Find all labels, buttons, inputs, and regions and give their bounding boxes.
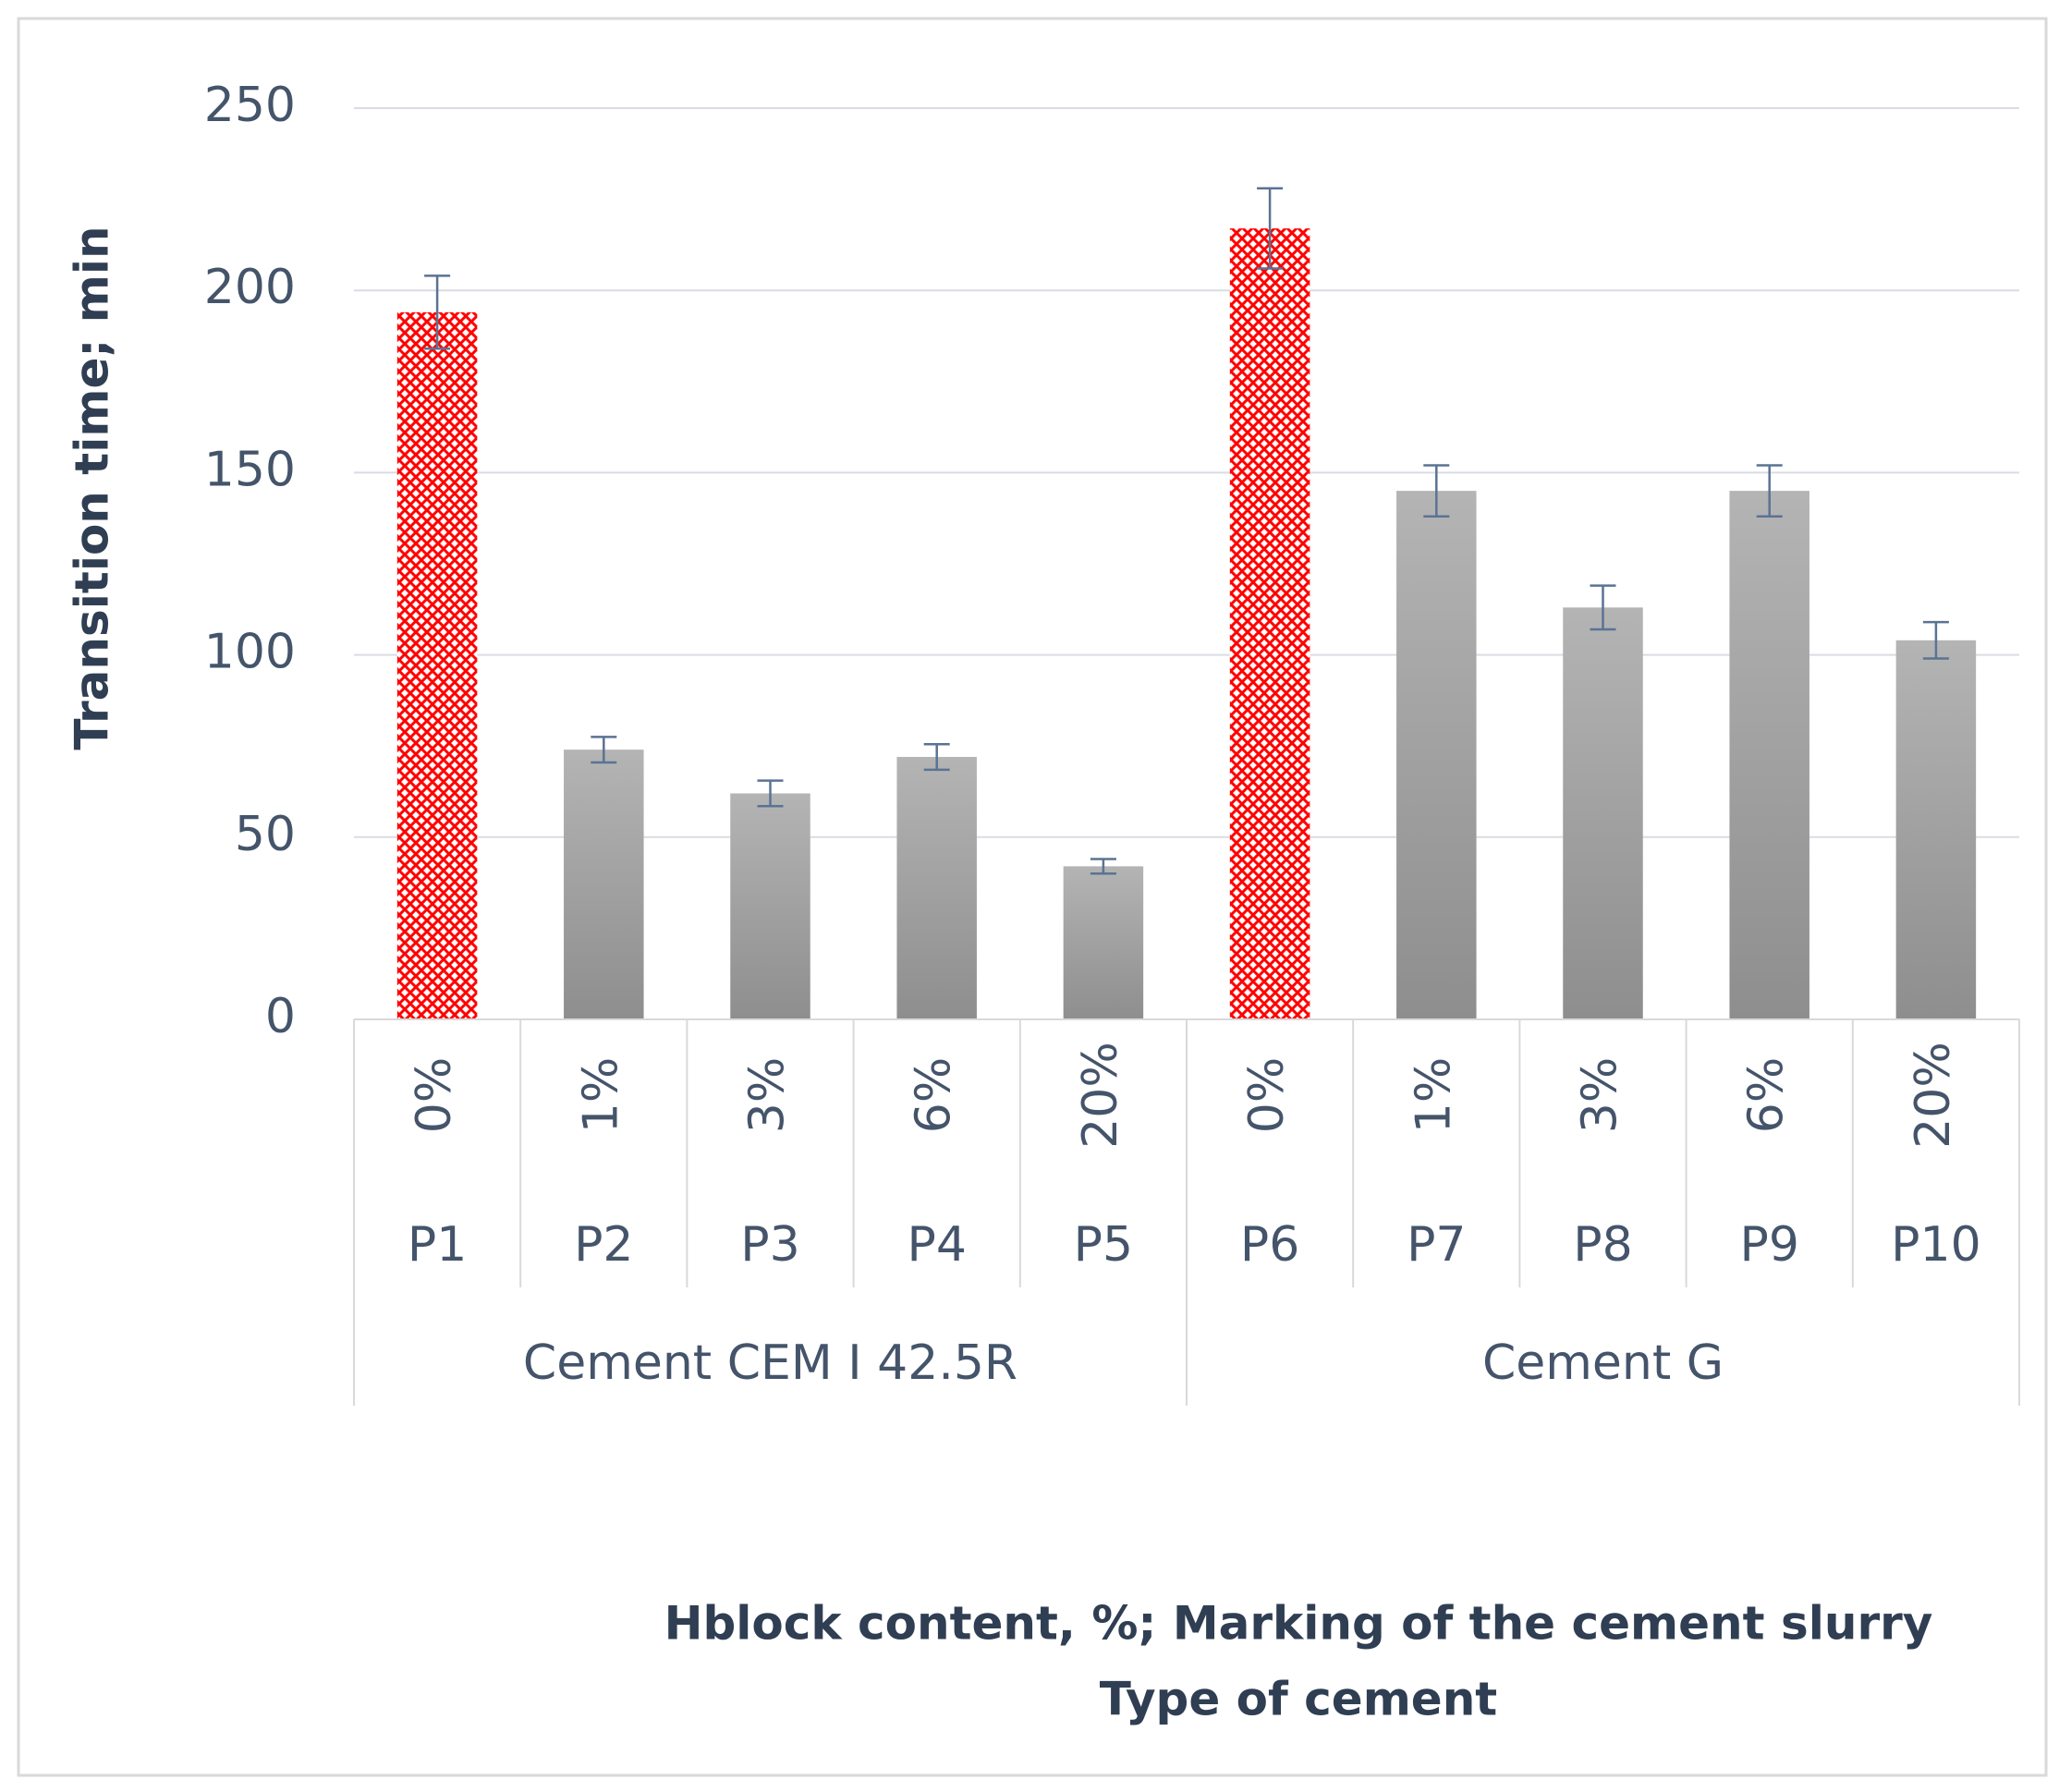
percent-label: 6% xyxy=(1739,1057,1795,1134)
percent-label: 20% xyxy=(1906,1042,1961,1149)
bar xyxy=(396,311,478,1019)
bar xyxy=(1229,228,1310,1020)
bar xyxy=(1063,866,1144,1019)
percent-label: 6% xyxy=(907,1057,962,1134)
percent-label: 1% xyxy=(573,1057,628,1134)
bar xyxy=(1563,607,1643,1019)
percent-label: 1% xyxy=(1406,1057,1461,1134)
error-bar xyxy=(1090,858,1116,875)
x-axis-title-2: Type of cement xyxy=(1100,1673,1497,1726)
percent-label: 20% xyxy=(1073,1042,1128,1149)
error-bar xyxy=(591,736,617,764)
x-tick-label: P1 xyxy=(408,1217,467,1273)
group-label: Cement CEM I 42.5R xyxy=(523,1335,1017,1391)
error-bar xyxy=(1756,464,1783,518)
error-bar xyxy=(757,779,784,808)
x-tick-label: P4 xyxy=(907,1217,966,1273)
y-axis-title: Transition time; min xyxy=(66,226,119,750)
y-tick-label: 100 xyxy=(204,625,296,680)
y-tick-label: 200 xyxy=(204,260,296,315)
bar xyxy=(1729,491,1809,1019)
x-tick-label: P2 xyxy=(574,1217,633,1273)
bar xyxy=(730,793,810,1019)
x-tick-label: P10 xyxy=(1891,1217,1981,1273)
error-bar xyxy=(1590,584,1616,631)
y-tick-label: 50 xyxy=(235,807,296,862)
y-tick-label: 150 xyxy=(204,442,296,497)
x-tick-label: P5 xyxy=(1074,1217,1133,1273)
x-tick-label: P8 xyxy=(1573,1217,1632,1273)
x-tick-label: P9 xyxy=(1739,1217,1798,1273)
x-tick-label: P3 xyxy=(740,1217,799,1273)
group-label: Cement G xyxy=(1482,1335,1724,1391)
bar xyxy=(564,750,644,1019)
frame xyxy=(17,17,2048,1777)
x-tick-label: P7 xyxy=(1407,1217,1466,1273)
y-tick-label: 250 xyxy=(204,78,296,133)
error-bar xyxy=(424,274,451,350)
error-bar xyxy=(1922,620,1949,660)
y-tick-label: 0 xyxy=(265,989,296,1044)
error-bar xyxy=(1423,464,1450,518)
percent-label: 3% xyxy=(740,1057,796,1134)
error-bar xyxy=(923,742,950,772)
percent-label: 0% xyxy=(407,1057,462,1134)
bar xyxy=(1895,640,1977,1019)
percent-label: 0% xyxy=(1239,1057,1295,1134)
percent-label: 3% xyxy=(1573,1057,1628,1134)
error-bar xyxy=(1257,187,1284,270)
x-axis-title: Hblock content, %; Marking of the cement… xyxy=(664,1597,1933,1651)
x-tick-label: P6 xyxy=(1240,1217,1299,1273)
bar xyxy=(1396,491,1477,1019)
bar xyxy=(896,757,977,1019)
